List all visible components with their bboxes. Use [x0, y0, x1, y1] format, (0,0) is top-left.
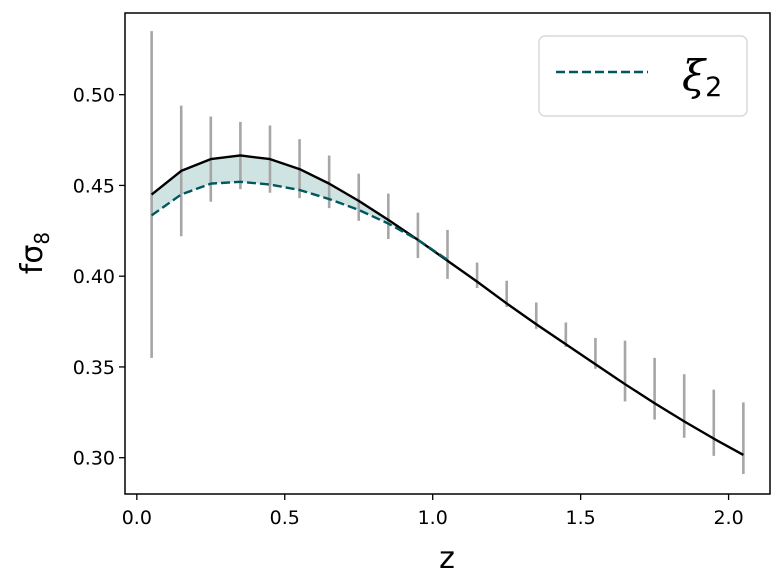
y-axis-ticks: 0.30 0.35 0.40 0.45 0.50 — [73, 85, 125, 470]
series-line-reference — [150, 154, 744, 457]
y-tick-label-0: 0.30 — [73, 448, 115, 470]
x-tick-label-0: 0.0 — [122, 507, 152, 529]
y-tick-label-3: 0.45 — [73, 175, 115, 197]
y-tick-label-2: 0.40 — [73, 266, 115, 288]
x-axis-label: z — [439, 541, 455, 576]
legend-symbol: ξ — [682, 51, 707, 100]
y-tick-label-4: 0.50 — [73, 85, 115, 107]
x-tick-label-3: 1.5 — [566, 507, 596, 529]
y-axis-label-sub: 8 — [30, 232, 54, 245]
x-tick-label-4: 2.0 — [713, 507, 743, 529]
y-axis-label-main: fσ — [15, 245, 50, 275]
error-bars — [150, 31, 745, 475]
plot-frame — [124, 12, 771, 495]
x-axis-ticks: 0.0 0.5 1.0 1.5 2.0 — [122, 494, 744, 529]
x-tick-label-1: 0.5 — [270, 507, 300, 529]
x-tick-label-2: 1.0 — [418, 507, 448, 529]
series-line-xi2 — [150, 180, 449, 261]
y-axis-label: fσ8 — [15, 232, 54, 274]
y-tick-label-1: 0.35 — [73, 357, 115, 379]
legend-subscript: 2 — [705, 72, 722, 103]
legend: ξ2 — [538, 35, 748, 117]
legend-box — [538, 35, 748, 117]
legend-label-xi2: ξ2 — [682, 51, 722, 103]
series-lines — [150, 154, 744, 457]
